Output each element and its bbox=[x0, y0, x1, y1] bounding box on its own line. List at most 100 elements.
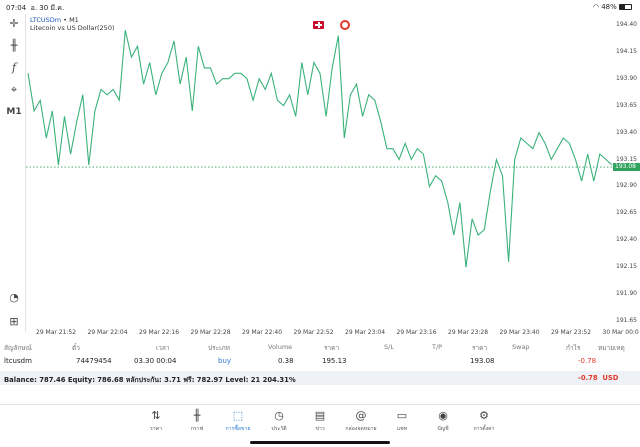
nav-item-chart[interactable]: ╫ กราฟ bbox=[177, 409, 217, 433]
column-header[interactable]: เวลา bbox=[156, 344, 170, 352]
column-header[interactable]: T/P bbox=[432, 343, 443, 351]
column-header[interactable]: ประเภท bbox=[208, 344, 230, 352]
status-time-date: 07:04 อ. 30 มี.ค. bbox=[6, 4, 65, 12]
time-tick: 29 Mar 23:52 bbox=[551, 329, 592, 336]
price-chart[interactable]: LTCUSDm • M1 Litecoin vs US Dollar(250) bbox=[26, 14, 614, 332]
price-line-series bbox=[27, 30, 613, 268]
nav-item-history[interactable]: ◷ ประวัติ bbox=[259, 409, 299, 433]
account-icon: ◉ bbox=[438, 409, 448, 422]
row-time: 03.30 00:04 bbox=[134, 357, 177, 365]
quotes-icon: ⇅ bbox=[151, 409, 161, 422]
price-tick: 193.90 bbox=[616, 74, 637, 82]
table-row[interactable]: ltcusdm 74479454 03.30 00:04 buy 0.38 19… bbox=[0, 354, 640, 368]
price-tick: 192.90 bbox=[616, 182, 637, 190]
nav-item-quotes[interactable]: ⇅ ราคา bbox=[136, 409, 176, 433]
time-tick: 29 Mar 23:04 bbox=[345, 329, 386, 336]
time-axis: 29 Mar 21:52 29 Mar 22:04 29 Mar 22:16 29 M… bbox=[26, 326, 640, 338]
nav-item-news[interactable]: ▤ ข่าว bbox=[300, 409, 340, 433]
column-header[interactable]: Swap bbox=[512, 343, 530, 351]
chart-toolbar: ✛ ╫ f ⌖ M1 ◔ ⊞ bbox=[0, 14, 26, 332]
nav-label: บัญชี bbox=[437, 426, 449, 432]
time-tick: 29 Mar 23:40 bbox=[499, 329, 540, 336]
wifi-icon: ◠ bbox=[592, 3, 599, 11]
chart-icon: ╫ bbox=[193, 409, 201, 422]
time-tick: 30 Mar 00:0 bbox=[602, 329, 639, 336]
trade-table-header: สัญลักษณ์ ตั๋ว เวลา ประเภท Volume ราคา S/L T/P ร… bbox=[0, 340, 640, 352]
column-header[interactable]: สัญลักษณ์ bbox=[4, 344, 32, 352]
nav-item-mailbox[interactable]: @ กล่องจดหมาย bbox=[341, 409, 381, 433]
nav-label: ราคา bbox=[149, 426, 163, 432]
new-order-icon[interactable]: ⊞ bbox=[9, 315, 19, 328]
trade-icon: ⬚ bbox=[232, 409, 244, 422]
time-tick: 29 Mar 22:52 bbox=[293, 329, 334, 336]
nav-item-account[interactable]: ◉ บัญชี bbox=[423, 409, 463, 433]
column-header[interactable]: หมายเหตุ bbox=[598, 344, 625, 352]
column-header[interactable]: ราคา bbox=[324, 344, 340, 352]
column-header[interactable]: S/L bbox=[384, 343, 394, 351]
price-tick: 193.40 bbox=[616, 128, 637, 136]
timeframe-button[interactable]: M1 bbox=[6, 107, 22, 117]
settings-icon: ⚙ bbox=[479, 409, 489, 422]
column-header[interactable]: ตั๋ว bbox=[72, 344, 80, 352]
status-right: ◠ 48% bbox=[593, 3, 632, 11]
nav-label: ประวัติ bbox=[271, 426, 287, 432]
nav-label: การตั้งค่า bbox=[473, 426, 495, 432]
row-ticket: 74479454 bbox=[76, 357, 112, 365]
nav-item-settings[interactable]: ⚙ การตั้งค่า bbox=[464, 409, 504, 433]
bottom-nav: ⇅ ราคา ╫ กราฟ ⬚ การซื้อขาย ◷ ประวัติ ▤ ข่าว @ กล่อง… bbox=[0, 404, 640, 447]
chat-icon: ▭ bbox=[396, 409, 408, 422]
price-tick: 191.65 bbox=[616, 317, 637, 325]
trend-icon[interactable]: ◔ bbox=[9, 291, 19, 304]
price-tick: 192.65 bbox=[616, 209, 637, 217]
chart-plot bbox=[26, 30, 614, 268]
indicators-icon[interactable]: f bbox=[11, 61, 17, 74]
chart-title: LTCUSDm • M1 bbox=[30, 16, 79, 24]
price-tick: 194.40 bbox=[616, 20, 637, 28]
row-profit: -0.78 bbox=[578, 357, 597, 365]
current-price-label: 193.08 bbox=[613, 163, 640, 172]
news-icon: ▤ bbox=[314, 409, 326, 422]
row-volume: 0.38 bbox=[278, 357, 294, 365]
column-header[interactable]: ราคา bbox=[472, 344, 488, 352]
chart-description: Litecoin vs US Dollar(250) bbox=[30, 24, 115, 32]
row-open-price: 195.13 bbox=[322, 357, 347, 365]
price-tick: 193.15 bbox=[616, 155, 637, 163]
balance-text: Balance: 787.46 Equity: 786.68 หลักประกั… bbox=[4, 376, 296, 384]
time-tick: 29 Mar 22:04 bbox=[87, 329, 128, 336]
one-click-icon[interactable] bbox=[340, 20, 350, 30]
home-indicator bbox=[250, 441, 390, 444]
flag-icon[interactable] bbox=[313, 21, 324, 29]
price-tick: 194.15 bbox=[616, 47, 637, 55]
time-tick: 29 Mar 22:28 bbox=[190, 329, 231, 336]
nav-label: การซื้อขาย bbox=[225, 426, 251, 432]
total-profit: -0.78 USD bbox=[578, 374, 619, 382]
candles-icon[interactable]: ╫ bbox=[10, 39, 18, 52]
price-tick: 192.40 bbox=[616, 236, 637, 244]
mailbox-icon: @ bbox=[355, 409, 367, 422]
row-symbol: ltcusdm bbox=[4, 357, 32, 365]
objects-icon[interactable]: ⌖ bbox=[10, 83, 18, 96]
time-tick: 29 Mar 22:40 bbox=[242, 329, 283, 336]
balance-bar: Balance: 787.46 Equity: 786.68 หลักประกั… bbox=[0, 371, 640, 385]
nav-label: กล่องจดหมาย bbox=[345, 426, 377, 432]
price-tick: 192.15 bbox=[616, 263, 637, 271]
battery-percent: 48% bbox=[601, 3, 617, 11]
history-icon: ◷ bbox=[274, 409, 284, 422]
price-tick: 191.90 bbox=[616, 290, 637, 298]
column-header[interactable]: กำไร bbox=[566, 344, 581, 352]
crosshair-icon[interactable]: ✛ bbox=[9, 17, 19, 30]
nav-label: กราฟ bbox=[190, 426, 204, 432]
nav-item-chat[interactable]: ▭ แชท bbox=[382, 409, 422, 433]
status-bar: 07:04 อ. 30 มี.ค. ◠ 48% bbox=[0, 0, 640, 14]
time-tick: 29 Mar 23:16 bbox=[396, 329, 437, 336]
price-tick: 193.65 bbox=[616, 101, 637, 109]
nav-label: ข่าว bbox=[315, 426, 325, 432]
time-tick: 29 Mar 21:52 bbox=[36, 329, 77, 336]
nav-item-trade[interactable]: ⬚ การซื้อขาย bbox=[218, 409, 258, 433]
row-type: buy bbox=[218, 357, 232, 365]
nav-label: แชท bbox=[396, 426, 408, 432]
row-current-price: 193.08 bbox=[470, 357, 495, 365]
time-tick: 29 Mar 23:28 bbox=[448, 329, 489, 336]
column-header[interactable]: Volume bbox=[268, 343, 293, 351]
time-tick: 29 Mar 22:16 bbox=[139, 329, 180, 336]
